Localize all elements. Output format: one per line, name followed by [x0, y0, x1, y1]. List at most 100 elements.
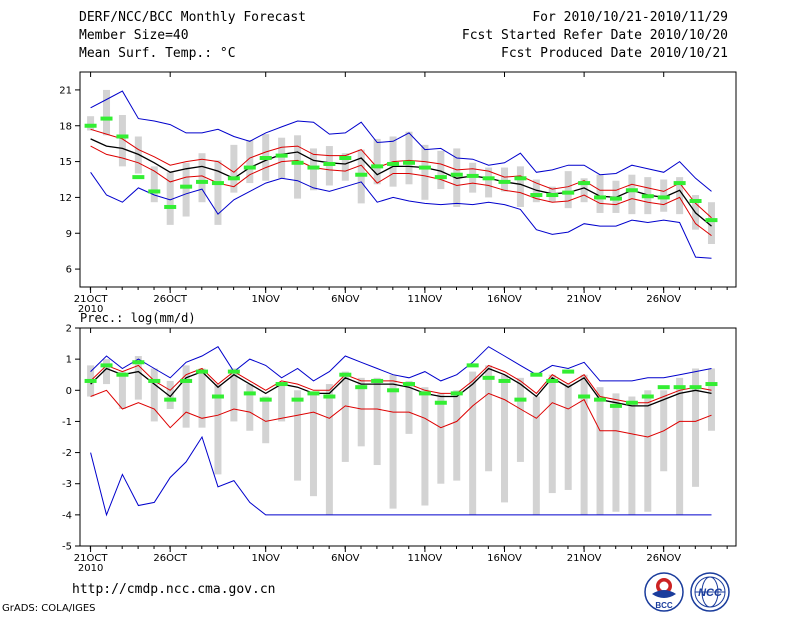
prec-observed-marker: [705, 382, 718, 387]
prec-observed-marker: [514, 397, 527, 402]
prec-observed-marker: [339, 372, 352, 377]
temp-observed-marker: [196, 179, 209, 184]
prec-ytick-label: -3: [62, 479, 72, 490]
prec-observed-marker: [418, 391, 431, 396]
bcc-logo-text: BCC: [655, 601, 673, 610]
prec-spread-box: [325, 384, 333, 515]
prec-observed-marker: [164, 397, 177, 402]
temp-observed-marker: [307, 165, 320, 170]
temp-ytick-label: 21: [59, 85, 72, 96]
prec-ytick-label: 2: [66, 324, 72, 335]
temp-observed-marker: [482, 176, 495, 181]
temp-spread-box: [676, 177, 684, 215]
temp-ensemble-high-line: [90, 128, 712, 219]
temp-observed-marker: [180, 184, 193, 189]
temp-observed-marker: [530, 193, 543, 198]
prec-ensemble-mean-line: [90, 367, 712, 407]
prec-spread-box: [278, 384, 286, 422]
prec-spread-box: [262, 396, 270, 444]
prec-min-line: [90, 435, 712, 517]
temp-observed-marker: [132, 175, 145, 180]
temp-observed-marker: [243, 165, 256, 170]
temp-spread-box: [246, 140, 254, 184]
prec-ytick-label: 0: [66, 386, 72, 397]
prec-ytick-label: -2: [62, 448, 72, 459]
chart-title: DERF/NCC/BCC Monthly Forecast: [79, 10, 306, 25]
fcst-started-date: Fcst Started Refer Date 2010/10/20: [461, 28, 728, 43]
prec-spread-box: [389, 374, 397, 509]
temp-observed-marker: [116, 134, 129, 139]
prec-spread-box: [118, 371, 126, 409]
temp-observed-marker: [705, 218, 718, 223]
temp-ytick-label: 15: [59, 157, 72, 168]
prec-spread-box: [485, 365, 493, 472]
prec-spread-box: [309, 393, 317, 497]
temp-observed-marker: [625, 188, 638, 193]
prec-observed-marker: [689, 385, 702, 390]
prec-ensemble-high-line: [90, 364, 712, 404]
prec-observed-marker: [530, 372, 543, 377]
prec-spread-box: [644, 390, 652, 512]
temp-observed-marker: [402, 160, 415, 165]
source-url[interactable]: http://cmdp.ncc.cma.gov.cn: [72, 582, 276, 597]
temp-spread-box: [198, 153, 206, 203]
temp-spread-box: [294, 135, 302, 199]
prec-observed-marker: [434, 400, 447, 405]
temp-spread-box: [421, 144, 429, 200]
prec-observed-marker: [625, 400, 638, 405]
temp-spread-box: [278, 137, 286, 179]
prec-observed-marker: [546, 378, 559, 383]
prec-spread-box: [373, 377, 381, 466]
temp-panel: 6 9 12 15 18 21 21OCT 26OCT 1NOV 6NOV 11NOV 16NOV 21…: [59, 71, 737, 315]
prec-observed-marker: [116, 372, 129, 377]
temp-spread-box: [166, 172, 174, 225]
temp-spread-box: [501, 167, 509, 192]
prec-xtick-label: 26OCT: [153, 553, 188, 564]
temp-ensemble-low-line: [90, 145, 712, 237]
fcst-produced-date: Fcst Produced Date 2010/10/21: [501, 46, 728, 61]
prec-ytick-label: -5: [62, 542, 72, 553]
temp-observed-marker: [498, 179, 511, 184]
temp-observed-marker: [355, 172, 368, 177]
prec-panel: -5 -4 -3 -2 -1 0 1 2 21OCT 26OCT 1NOV 6NOV 11NOV 16NO…: [62, 324, 737, 574]
prec-spread-box: [548, 374, 556, 494]
prec-xtick-label: 1NOV: [252, 553, 281, 564]
prec-observed-marker: [196, 369, 209, 374]
prec-spread-box: [103, 359, 111, 385]
temp-observed-marker: [434, 175, 447, 180]
temp-ytick-label: 18: [59, 121, 72, 132]
prec-spread-box: [707, 368, 715, 431]
temp-observed-marker: [609, 196, 622, 201]
temp-observed-marker: [259, 156, 272, 160]
variable-label: Mean Surf. Temp.: °C: [79, 46, 236, 61]
temp-observed-marker: [291, 160, 304, 165]
prec-observed-marker: [355, 385, 368, 390]
member-size: Member Size=40: [79, 28, 189, 43]
temp-spread-box: [182, 162, 190, 217]
temp-spread-box: [87, 116, 95, 131]
temp-observed-marker: [689, 199, 702, 203]
prec-spread-box: [564, 384, 572, 490]
temp-observed-marker: [387, 161, 400, 166]
prec-spread-box: [150, 368, 158, 422]
ncc-logo-text: NCC: [698, 587, 723, 599]
prec-spread-box: [692, 368, 700, 487]
prec-spread-box: [341, 371, 349, 462]
temp-observed-marker: [450, 172, 463, 177]
prec-spread-box: [421, 387, 429, 506]
temp-spread-box: [580, 178, 588, 203]
temp-spread-box: [437, 150, 445, 190]
prec-spread-box: [182, 365, 190, 428]
ncc-logo: NCC: [690, 572, 730, 612]
temp-spread-box: [150, 166, 158, 203]
prec-observed-marker: [609, 403, 622, 408]
temp-xtick-label: 21NOV: [567, 294, 602, 305]
prec-spread-box: [437, 393, 445, 484]
prec-xtick-label: 6NOV: [331, 553, 360, 564]
prec-observed-marker: [100, 363, 113, 368]
temp-xtick-label: 1NOV: [252, 294, 281, 305]
temp-spread-box: [118, 115, 126, 167]
prec-spread-box: [516, 377, 524, 462]
temp-observed-marker: [84, 123, 97, 128]
prec-ytick-label: -4: [62, 510, 72, 521]
